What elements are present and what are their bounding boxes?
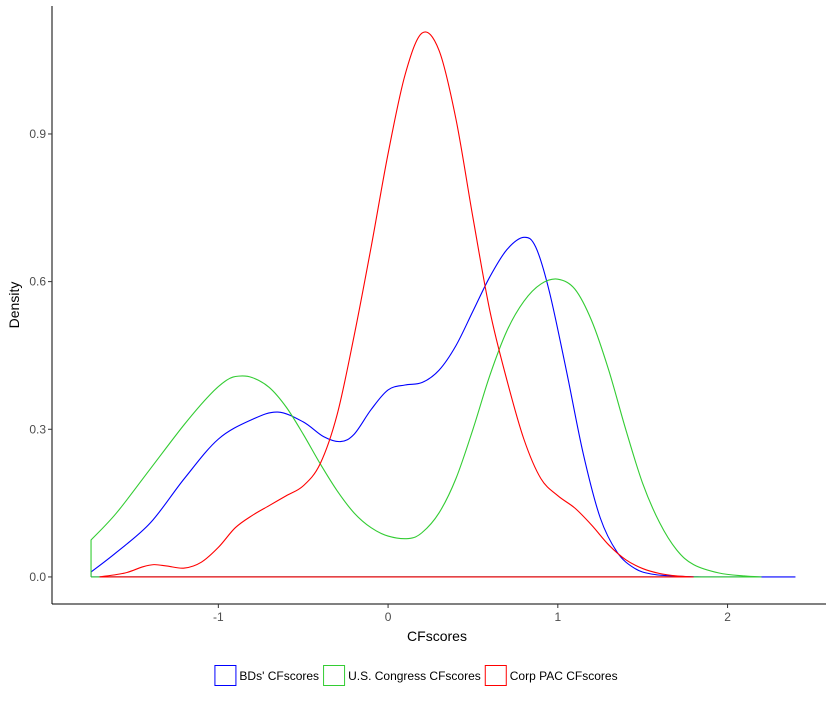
y-tick-label: 0.6 — [29, 275, 46, 289]
x-tick-label: -1 — [213, 610, 224, 624]
legend-key-2 — [323, 665, 346, 686]
legend-label-3: Corp PAC CFscores — [510, 669, 618, 683]
plot-area — [90, 31, 796, 578]
y-axis-title: Density — [6, 282, 22, 329]
axis-ticks: -1 0 1 2 0.0 0.3 0.6 0.9 — [29, 127, 731, 624]
x-tick-label: 0 — [385, 610, 392, 624]
series-line-3 — [99, 31, 694, 578]
x-tick-label: 2 — [724, 610, 731, 624]
legend-key-1 — [214, 665, 237, 686]
series-line-2 — [90, 278, 762, 578]
y-tick-label: 0.9 — [29, 127, 46, 141]
legend-label-2: U.S. Congress CFscores — [348, 669, 481, 683]
legend-key-3 — [484, 665, 507, 686]
x-axis-title: CFscores — [407, 628, 467, 644]
x-tick-label: 1 — [554, 610, 561, 624]
legend-label-1: BDs' CFscores — [239, 669, 319, 683]
y-tick-label: 0.3 — [29, 422, 46, 436]
y-tick-label: 0.0 — [29, 570, 46, 584]
series-line-1 — [90, 236, 796, 578]
legend: BDs' CFscores U.S. Congress CFscores Corp … — [214, 665, 618, 686]
